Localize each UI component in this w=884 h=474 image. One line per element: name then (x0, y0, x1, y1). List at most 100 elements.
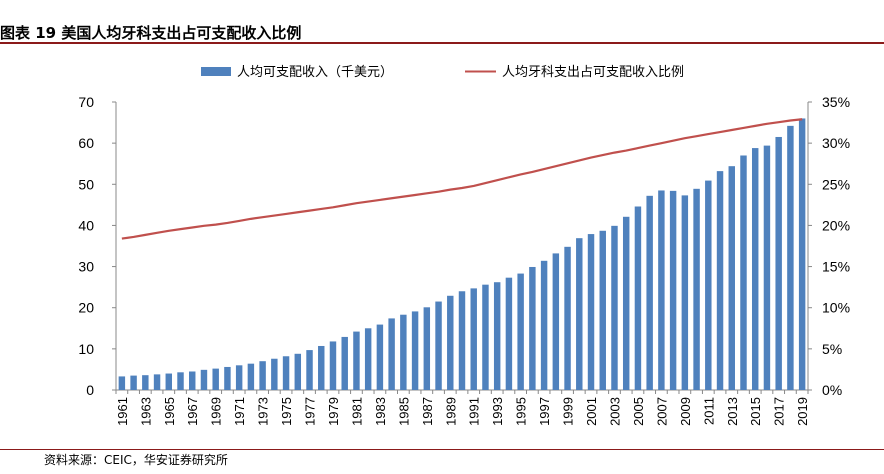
bar (505, 277, 513, 390)
x-tick-label: 2013 (725, 397, 740, 426)
x-tick-label: 1965 (162, 397, 177, 426)
bar (681, 195, 689, 390)
x-tick-label: 1979 (326, 397, 341, 426)
bar (552, 253, 560, 390)
bar (318, 345, 325, 390)
x-tick-label: 1991 (467, 397, 482, 426)
bar (142, 375, 149, 390)
y-right-tick-label: 30% (822, 135, 850, 151)
y-left-tick-label: 50 (78, 176, 94, 192)
bar (235, 365, 243, 390)
x-tick-label: 1987 (420, 397, 435, 426)
x-tick-label: 2019 (795, 397, 810, 426)
x-tick-label: 1981 (349, 397, 364, 426)
bar (118, 376, 126, 390)
chart-canvas: 人均可支配收入（千美元） 人均牙科支出占可支配收入比例 0 10 20 30 40 50 6… (78, 64, 850, 426)
bar (529, 266, 536, 390)
y-left-tick-label: 0 (86, 382, 94, 398)
y-left-tick-label: 40 (78, 217, 94, 233)
bar (564, 246, 571, 390)
x-tick-label: 2015 (748, 397, 763, 426)
bar (153, 374, 161, 390)
y-right-tick-label: 25% (822, 176, 850, 192)
bar (705, 180, 712, 390)
x-tick-label: 1975 (279, 397, 294, 426)
x-tick-label: 1971 (232, 397, 247, 426)
x-tick-label: 1963 (138, 397, 153, 426)
y-right-tick-label: 35% (822, 94, 850, 110)
x-tick-label: 2005 (631, 397, 646, 426)
x-tick-label: 1961 (115, 397, 130, 426)
legend-label-bar: 人均可支配收入（千美元） (237, 64, 393, 79)
y-left-tick-label: 30 (78, 259, 94, 275)
bar (669, 190, 677, 390)
bar (259, 361, 266, 390)
bar (740, 155, 747, 390)
bar (751, 148, 759, 390)
bar (212, 368, 219, 390)
bar (716, 171, 724, 390)
bar (189, 371, 196, 390)
x-tick-label: 1993 (490, 397, 505, 426)
bar (622, 216, 630, 390)
bar (587, 234, 595, 390)
bar (282, 356, 290, 390)
bar (634, 206, 642, 390)
bar (611, 225, 618, 390)
bar (388, 318, 395, 390)
bar (423, 307, 431, 390)
bar (294, 353, 302, 390)
y-left-tick-label: 20 (78, 300, 94, 316)
y-left-tick-label: 60 (78, 135, 94, 151)
bar (435, 301, 442, 390)
x-tick-label: 1967 (185, 397, 200, 426)
bar (493, 282, 501, 390)
bar (177, 372, 184, 390)
bar (728, 166, 735, 390)
y-left-tick-label: 70 (78, 94, 94, 110)
figure-title: 图表 19 美国人均牙科支出占可支配收入比例 (0, 24, 302, 42)
bar (130, 375, 137, 390)
bar (341, 336, 348, 390)
y-right-tick-label: 0% (822, 382, 842, 398)
x-tick-label: 1989 (443, 397, 458, 426)
bar (224, 366, 231, 390)
y-right-tick-label: 10% (822, 300, 850, 316)
x-tick-label: 1995 (514, 397, 529, 426)
bar (247, 363, 255, 390)
y-left-tick-label: 10 (78, 341, 94, 357)
x-tick-label: 2011 (701, 397, 716, 425)
bar (329, 341, 337, 390)
line-path (121, 118, 803, 240)
title-divider (0, 42, 884, 44)
y-right-tick-label: 15% (822, 259, 850, 275)
y-right-tick-label: 5% (822, 341, 842, 357)
bar (540, 260, 548, 390)
x-tick-label: 2007 (654, 397, 669, 426)
bar (646, 195, 653, 390)
bar (271, 358, 278, 390)
source-note: 资料来源：CEIC，华安证券研究所 (44, 453, 228, 467)
legend-label-line: 人均牙科支出占可支配收入比例 (502, 64, 684, 79)
bar (306, 350, 313, 390)
bar (658, 190, 665, 390)
bar (447, 295, 454, 390)
x-tick-label: 1973 (256, 397, 271, 426)
bar (411, 311, 419, 390)
x-tick-label: 1969 (209, 397, 224, 426)
x-tick-label: 2003 (607, 397, 622, 426)
bar (470, 288, 477, 390)
bar (482, 284, 489, 390)
bar (787, 125, 794, 391)
x-tick-label: 2009 (678, 397, 693, 426)
x-tick-label: 2001 (584, 397, 599, 426)
bar (353, 331, 360, 390)
bar-series (118, 118, 806, 391)
legend: 人均可支配收入（千美元） 人均牙科支出占可支配收入比例 (201, 64, 684, 79)
bar (376, 324, 384, 390)
bar (775, 136, 782, 390)
bar (517, 273, 524, 390)
x-tick-label: 1983 (373, 397, 388, 426)
bar (599, 230, 606, 390)
bar (364, 328, 372, 390)
